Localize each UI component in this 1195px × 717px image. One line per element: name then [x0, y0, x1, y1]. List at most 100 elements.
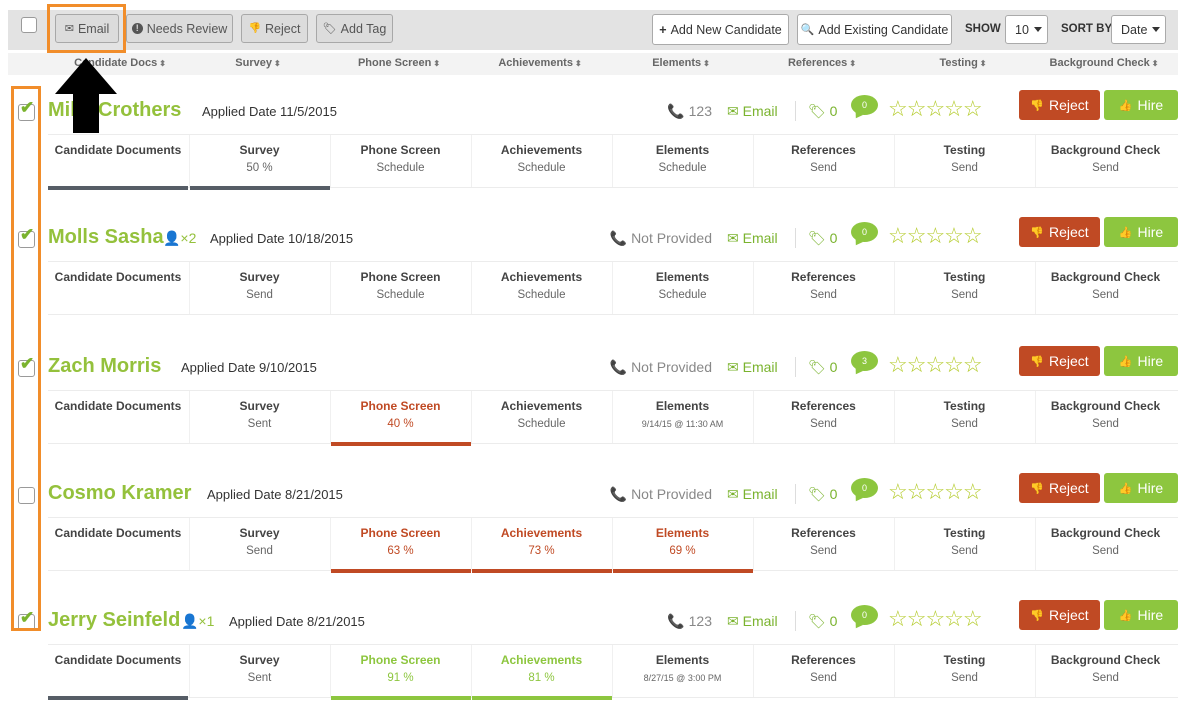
stage-cell[interactable]: Achievements Schedule [471, 391, 611, 443]
hire-button[interactable]: 👍 Hire [1104, 90, 1178, 120]
candidate-checkbox[interactable] [18, 487, 35, 504]
stage-cell[interactable]: Elements 9/14/15 @ 11:30 AM [612, 391, 752, 443]
email-link[interactable]: ✉ Email [727, 359, 778, 375]
stage-cell[interactable]: Background Check Send [1035, 135, 1175, 187]
stage-cell[interactable]: Survey Sent [189, 645, 329, 697]
stage-cell[interactable]: Elements 69 % [612, 518, 753, 573]
stage-cell[interactable]: Survey Sent [189, 391, 329, 443]
stage-cell[interactable]: Testing Send [894, 645, 1034, 697]
comment-count-bubble[interactable]: 0 [851, 605, 878, 625]
tag-count[interactable]: 🏷 0 [808, 486, 838, 502]
stage-cell[interactable]: References Send [753, 262, 893, 314]
email-link[interactable]: ✉ Email [727, 613, 778, 629]
select-all-checkbox[interactable] [21, 17, 37, 33]
stage-cell[interactable]: Candidate Documents [48, 262, 188, 314]
stage-cell[interactable]: Elements 8/27/15 @ 3:00 PM [612, 645, 752, 697]
comment-count-bubble[interactable]: 3 [851, 351, 878, 371]
candidate-name[interactable]: Molls Sasha [48, 226, 164, 248]
reject-button[interactable]: 👎 Reject [1019, 346, 1100, 376]
stage-status: 9/14/15 @ 11:30 AM [641, 419, 724, 429]
stage-cell[interactable]: Testing Send [894, 262, 1034, 314]
tag-count[interactable]: 🏷 0 [808, 359, 838, 375]
email-link[interactable]: ✉ Email [727, 230, 778, 246]
stage-cell[interactable]: Phone Screen Schedule [330, 262, 470, 314]
hire-button[interactable]: 👍 Hire [1104, 217, 1178, 247]
stage-cell[interactable]: Achievements 81 % [471, 645, 612, 700]
column-header-elements[interactable]: Elements ⬍ [652, 57, 710, 69]
duplicate-count[interactable]: 👤×1 [181, 613, 215, 629]
stage-status: 69 % [669, 545, 696, 557]
column-header-survey[interactable]: Survey ⬍ [235, 57, 281, 69]
star-rating[interactable]: ☆☆☆☆☆ [888, 96, 983, 121]
comment-count-bubble[interactable]: 0 [851, 95, 878, 115]
stage-cell[interactable]: Elements Schedule [612, 262, 752, 314]
reject-bulk-button[interactable]: 👎 Reject [241, 14, 308, 43]
add-tag-button[interactable]: 🏷 Add Tag [316, 14, 393, 43]
stage-cell[interactable]: Survey Send [189, 518, 329, 570]
stage-cell[interactable]: Candidate Documents [48, 645, 188, 700]
stage-cell[interactable]: Testing Send [894, 391, 1034, 443]
stage-cell[interactable]: Phone Screen 63 % [330, 518, 471, 573]
stage-cell[interactable]: Candidate Documents [48, 135, 188, 190]
add-new-candidate-button[interactable]: + Add New Candidate [652, 14, 789, 45]
candidate-checkbox[interactable]: ✔ [18, 354, 35, 377]
duplicate-count[interactable]: 👤×2 [163, 230, 197, 246]
column-header-references[interactable]: References ⬍ [787, 57, 857, 69]
candidate-name[interactable]: Jerry Seinfeld [48, 609, 181, 631]
column-header-candidate-docs[interactable]: Candidate Docs ⬍ [74, 57, 166, 69]
tag-count[interactable]: 🏷 0 [808, 103, 838, 119]
reject-button[interactable]: 👎 Reject [1019, 90, 1100, 120]
stage-cell[interactable]: Achievements Schedule [471, 135, 611, 187]
hire-button[interactable]: 👍 Hire [1104, 473, 1178, 503]
stage-cell[interactable]: Phone Screen Schedule [330, 135, 470, 187]
star-rating[interactable]: ☆☆☆☆☆ [888, 479, 983, 504]
stage-cell[interactable]: Background Check Send [1035, 262, 1175, 314]
show-count-select[interactable]: 10 [1005, 15, 1048, 44]
sort-by-select[interactable]: Date [1111, 15, 1166, 44]
stage-cell[interactable]: References Send [753, 645, 893, 697]
email-button[interactable]: ✉ Email [55, 14, 119, 43]
email-link[interactable]: ✉ Email [727, 486, 778, 502]
column-header-testing[interactable]: Testing ⬍ [939, 57, 987, 69]
stage-cell[interactable]: Testing Send [894, 135, 1034, 187]
star-rating[interactable]: ☆☆☆☆☆ [888, 606, 983, 631]
comment-count-bubble[interactable]: 0 [851, 222, 878, 242]
stage-cell[interactable]: Background Check Send [1035, 645, 1175, 697]
stage-cell[interactable]: Candidate Documents [48, 391, 188, 443]
column-header-phone-screen[interactable]: Phone Screen ⬍ [357, 57, 441, 69]
candidate-name[interactable]: Zach Morris [48, 355, 162, 377]
needs-review-button[interactable]: ! Needs Review [126, 14, 233, 43]
stage-cell[interactable]: Phone Screen 91 % [330, 645, 471, 700]
hire-button[interactable]: 👍 Hire [1104, 346, 1178, 376]
email-link[interactable]: ✉ Email [727, 103, 778, 119]
stage-status: Send [1092, 672, 1119, 684]
star-rating[interactable]: ☆☆☆☆☆ [888, 352, 983, 377]
reject-button[interactable]: 👎 Reject [1019, 217, 1100, 247]
comment-count-bubble[interactable]: 0 [851, 478, 878, 498]
stage-cell[interactable]: Achievements Schedule [471, 262, 611, 314]
candidate-checkbox[interactable]: ✔ [18, 98, 35, 121]
column-header-background-check[interactable]: Background Check ⬍ [1049, 57, 1159, 69]
add-existing-candidate-button[interactable]: 🔍 Add Existing Candidate [797, 14, 952, 45]
stage-cell[interactable]: References Send [753, 135, 893, 187]
candidate-checkbox[interactable]: ✔ [18, 225, 35, 248]
stage-cell[interactable]: Testing Send [894, 518, 1034, 570]
stage-cell[interactable]: Survey Send [189, 262, 329, 314]
reject-button[interactable]: 👎 Reject [1019, 600, 1100, 630]
stage-cell[interactable]: References Send [753, 391, 893, 443]
stage-cell[interactable]: Background Check Send [1035, 391, 1175, 443]
hire-button[interactable]: 👍 Hire [1104, 600, 1178, 630]
candidate-name[interactable]: Cosmo Kramer [48, 482, 192, 504]
stage-cell[interactable]: Phone Screen 40 % [330, 391, 471, 446]
stage-cell[interactable]: Achievements 73 % [471, 518, 612, 573]
star-rating[interactable]: ☆☆☆☆☆ [888, 223, 983, 248]
stage-cell[interactable]: References Send [753, 518, 893, 570]
reject-button[interactable]: 👎 Reject [1019, 473, 1100, 503]
tag-count[interactable]: 🏷 0 [808, 613, 838, 629]
column-header-achievements[interactable]: Achievements ⬍ [498, 57, 582, 69]
stage-cell[interactable]: Background Check Send [1035, 518, 1175, 570]
stage-cell[interactable]: Elements Schedule [612, 135, 752, 187]
tag-count[interactable]: 🏷 0 [808, 230, 838, 246]
stage-cell[interactable]: Candidate Documents [48, 518, 188, 570]
stage-cell[interactable]: Survey 50 % [189, 135, 330, 190]
